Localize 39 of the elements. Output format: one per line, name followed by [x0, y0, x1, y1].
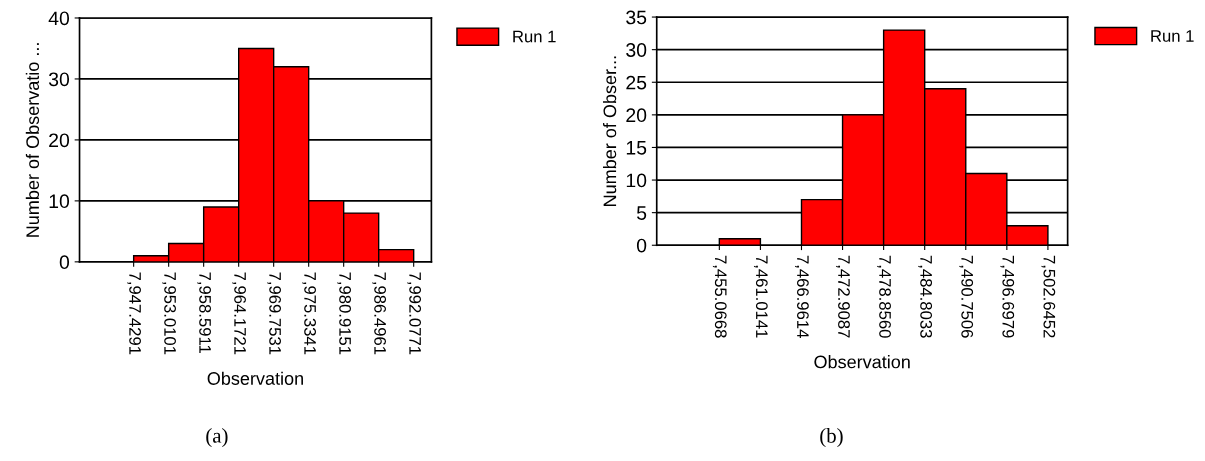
x-tick-label: 7,472.9087: [836, 255, 850, 338]
y-tick-label: 10: [49, 194, 70, 209]
x-tick-label: 7,478.8560: [877, 255, 891, 338]
y-tick-label: 10: [626, 173, 647, 188]
x-tick-label: 7,496.6979: [1000, 255, 1015, 338]
y-tick-label: 15: [626, 141, 647, 155]
x-axis-title: Observation: [207, 371, 303, 385]
y-tick-label: 30: [626, 43, 647, 57]
y-tick-label: 20: [49, 133, 70, 148]
y-tick-label: 0: [59, 255, 70, 270]
y-tick-label: 35: [626, 10, 647, 25]
text: (a): [206, 428, 228, 447]
x-tick-label: 7,484.8033: [918, 255, 933, 338]
y-tick-label: 20: [626, 108, 647, 123]
x-tick-label: 7,947.4291: [127, 272, 141, 355]
x-tick-label: 7,992.0771: [407, 272, 422, 355]
legend-label: Run 1: [1151, 30, 1194, 42]
y-tick-label: 0: [636, 238, 647, 253]
text: (b): [820, 428, 843, 447]
x-tick-label: 7,964.1721: [232, 272, 246, 355]
y-tick-label: 5: [636, 206, 647, 220]
x-tick-label: 7,958.5911: [197, 272, 211, 353]
x-tick-label: 7,980.9151: [337, 272, 351, 355]
y-axis-title: Number of Observatio ...: [25, 43, 40, 237]
x-tick-label: 7,490.7506: [959, 255, 974, 338]
y-tick-label: 40: [48, 11, 70, 26]
x-tick-label: 7,455.0668: [712, 255, 727, 338]
x-tick-label: 7,975.3341: [302, 272, 316, 355]
x-tick-label: 7,953.0101: [162, 272, 176, 355]
y-tick-label: 30: [48, 72, 70, 87]
x-tick-label: 7,986.4961: [372, 272, 387, 355]
x-tick-label: 7,502.6452: [1041, 255, 1056, 338]
y-tick-label: 25: [626, 75, 647, 90]
legend-label: Run 1: [513, 30, 556, 43]
x-tick-label: 7,461.0141: [753, 255, 768, 338]
y-axis-title: Number of Obser...: [602, 56, 617, 206]
x-tick-label: 7,466.9614: [795, 255, 809, 338]
x-axis-title: Observation: [814, 355, 910, 369]
x-tick-label: 7,969.7531: [267, 272, 281, 355]
